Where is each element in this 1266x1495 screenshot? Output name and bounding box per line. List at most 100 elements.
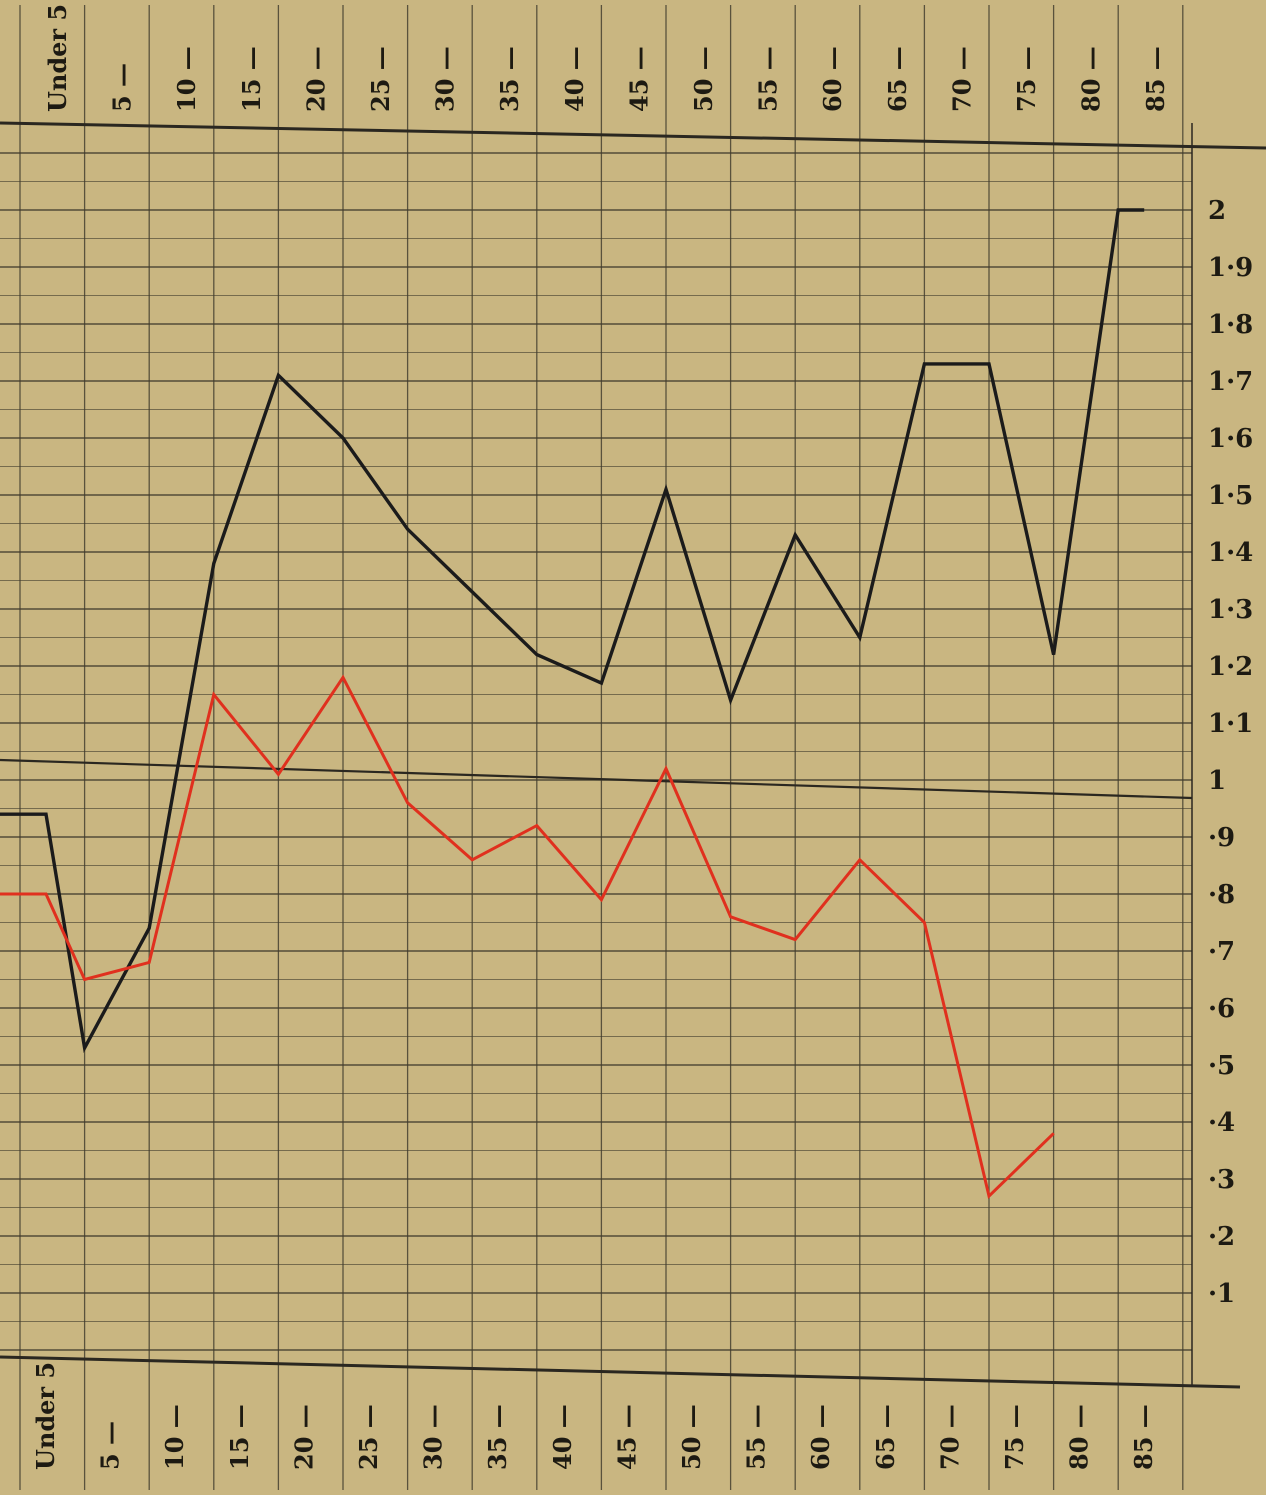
x-tick-label-top: 85 — (1141, 46, 1170, 112)
y-tick-label: ·2 (1208, 1222, 1235, 1252)
series-line-red (0, 674, 1055, 1200)
data-point (730, 699, 732, 701)
data-point (148, 961, 150, 963)
data-point (923, 363, 925, 365)
data-point (84, 979, 86, 980)
x-tick-label-top: 55 — (754, 46, 783, 112)
grid (0, 5, 1192, 1490)
x-tick-label-top: 30 — (431, 46, 460, 112)
x-tick-label-bottom: 20 — (289, 1404, 318, 1470)
data-point (471, 591, 473, 593)
data-point (859, 637, 861, 638)
y-tick-label: 1·2 (1208, 652, 1253, 682)
x-tick-label-top: Under 5 (43, 4, 72, 112)
x-tick-label-bottom: 80 — (1065, 1404, 1094, 1470)
x-tick-label-bottom: 60 — (806, 1404, 835, 1470)
x-tick-label-bottom: 5 — (96, 1421, 125, 1470)
y-tick-label: ·7 (1208, 937, 1235, 967)
x-tick-label-top: 40 — (560, 46, 589, 112)
x-tick-label-top: 20 — (301, 46, 330, 112)
reference-line-1 (0, 758, 1193, 800)
y-tick-label: ·1 (1208, 1279, 1235, 1309)
x-tick-label-top: 15 — (237, 46, 266, 112)
x-tick-label-bottom: 75 — (1000, 1404, 1029, 1470)
series-lines (0, 208, 1145, 1200)
x-tick-label-bottom: 85 — (1129, 1404, 1158, 1470)
bottom-rule (0, 1355, 1241, 1389)
data-point (277, 374, 279, 376)
x-tick-label-top: 80 — (1077, 46, 1106, 112)
y-tick-label: 1·3 (1208, 595, 1253, 625)
data-point (600, 682, 602, 684)
y-tick-label: 1·7 (1208, 367, 1253, 397)
x-tick-label-top: 45 — (624, 46, 653, 112)
data-point (407, 528, 409, 530)
data-point (536, 654, 538, 656)
x-tick-label-top: 70 — (947, 46, 976, 112)
data-point (988, 363, 990, 365)
x-tick-label-top: 10 — (172, 46, 201, 112)
x-tick-label-bottom: 35 — (483, 1404, 512, 1470)
data-point (19, 893, 21, 895)
data-point (988, 1195, 990, 1197)
data-point (536, 825, 538, 827)
data-point (19, 813, 21, 815)
data-point (84, 1047, 86, 1049)
data-point (1053, 654, 1055, 656)
data-point (730, 916, 732, 918)
data-point (148, 927, 150, 929)
y-tick-label: 1 (1208, 766, 1226, 796)
data-point (600, 899, 602, 901)
data-point (859, 859, 861, 861)
data-point (277, 773, 279, 775)
y-tick-label: ·6 (1208, 994, 1235, 1024)
x-tick-label-bottom: 65 — (871, 1404, 900, 1470)
y-tick-label: 1·8 (1208, 310, 1253, 340)
x-tick-label-bottom: 50 — (677, 1404, 706, 1470)
x-tick-label-bottom: 10 — (160, 1404, 189, 1470)
y-tick-label: ·9 (1208, 823, 1235, 853)
x-tick-label-bottom: 40 — (548, 1404, 577, 1470)
data-point (342, 437, 344, 439)
top-rule (0, 121, 1266, 150)
y-tick-label: 1·5 (1208, 481, 1253, 511)
y-tick-label: 1·9 (1208, 253, 1253, 283)
x-tick-label-top: 35 — (495, 46, 524, 112)
data-point (1117, 209, 1119, 211)
data-point (665, 488, 667, 490)
data-point (923, 922, 925, 923)
x-tick-label-bottom: 45 — (612, 1404, 641, 1470)
x-tick-label-bottom: 15 — (225, 1404, 254, 1470)
x-tick-label-bottom: 30 — (419, 1404, 448, 1470)
data-point (213, 562, 215, 564)
data-point (665, 768, 667, 770)
y-tick-label: ·8 (1208, 880, 1235, 910)
data-point (407, 802, 409, 804)
y-tick-label: 2 (1208, 196, 1226, 226)
data-point (794, 534, 796, 536)
data-point (213, 694, 215, 695)
x-tick-label-bottom: 55 — (742, 1404, 771, 1470)
data-point (794, 939, 796, 941)
x-tick-label-bottom: 25 — (354, 1404, 383, 1470)
x-tick-label-bottom: Under 5 (31, 1362, 60, 1470)
y-tick-label: ·5 (1208, 1051, 1235, 1081)
x-tick-label-top: 50 — (689, 46, 718, 112)
y-tick-label: 1·4 (1208, 538, 1253, 568)
series-line-black (0, 208, 1145, 1054)
y-tick-label: 1·1 (1208, 709, 1253, 739)
x-tick-label-top: 5 — (108, 63, 137, 112)
x-tick-label-top: 60 — (818, 46, 847, 112)
frame (0, 121, 1266, 1389)
data-point (471, 859, 473, 861)
data-point (342, 676, 344, 678)
x-tick-label-top: 75 — (1012, 46, 1041, 112)
data-point (1053, 1132, 1055, 1134)
tick-labels: 21·91·81·71·61·51·41·31·21·11·9·8·7·6·5·… (31, 4, 1253, 1470)
x-tick-label-top: 65 — (883, 46, 912, 112)
y-tick-label: ·3 (1208, 1165, 1235, 1195)
y-tick-label: ·4 (1208, 1108, 1235, 1138)
y-tick-label: 1·6 (1208, 424, 1253, 454)
